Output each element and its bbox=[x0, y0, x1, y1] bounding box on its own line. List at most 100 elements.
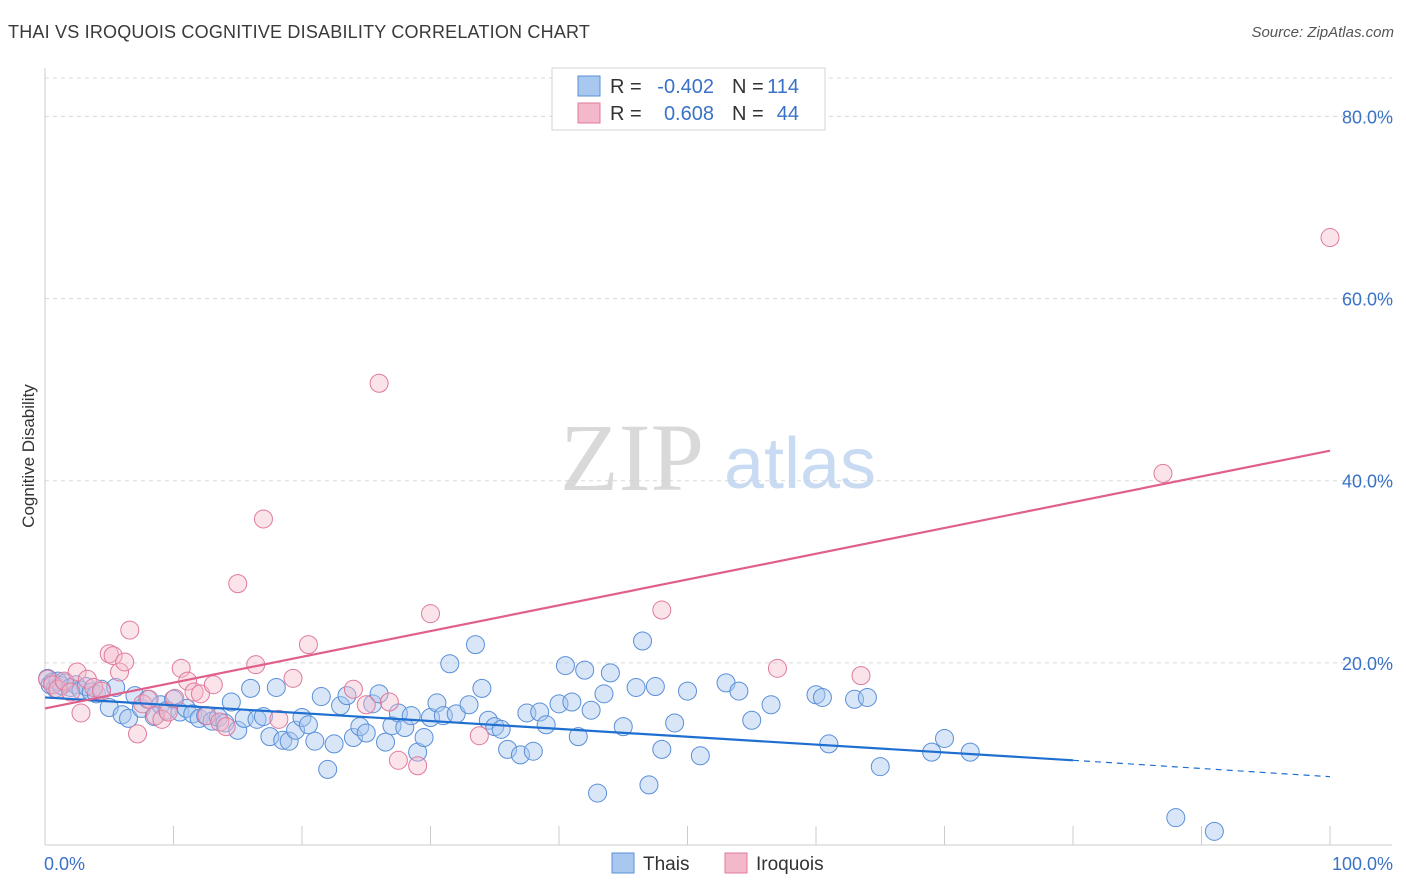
iroquois-point-22 bbox=[171, 658, 191, 678]
iroquois-point-44 bbox=[652, 600, 672, 620]
iroquois-point-48 bbox=[1320, 228, 1340, 248]
legend-r-label-thais: R = bbox=[610, 76, 642, 98]
thais-point-24 bbox=[164, 689, 183, 709]
thais-point-100 bbox=[729, 681, 749, 701]
iroquois-point-12 bbox=[110, 662, 130, 682]
iroquois-point-43 bbox=[469, 726, 489, 746]
iroquois-point-17 bbox=[139, 689, 159, 709]
thais-point-33 bbox=[221, 692, 241, 712]
legend-n-value-thais: 114 bbox=[767, 76, 799, 98]
iroquois-point-4 bbox=[61, 682, 81, 702]
bottom-legend-label-iroquois: Iroquois bbox=[756, 854, 824, 875]
watermark-zip: ZIP bbox=[560, 404, 704, 511]
thais-point-48 bbox=[318, 759, 338, 779]
correlation-legend: R = -0.402 N = 114 R = 0.608 N = 44 bbox=[551, 67, 826, 131]
iroquois-point-29 bbox=[216, 717, 236, 737]
iroquois-point-33 bbox=[269, 709, 289, 729]
thais-point-52 bbox=[343, 728, 363, 748]
thais-point-102 bbox=[761, 695, 781, 715]
thais-point-93 bbox=[639, 775, 659, 795]
iroquois-point-41 bbox=[408, 756, 428, 776]
legend-swatch-thais bbox=[577, 75, 601, 97]
bottom-legend-label-thais: Thais bbox=[643, 854, 689, 875]
iroquois-point-18 bbox=[146, 706, 166, 726]
thais-point-43 bbox=[286, 720, 306, 740]
iroquois-point-27 bbox=[203, 675, 223, 695]
thais-point-91 bbox=[626, 677, 646, 697]
iroquois-point-35 bbox=[298, 635, 318, 655]
legend-r-label-iroquois: R = bbox=[610, 103, 642, 125]
thais-point-46 bbox=[305, 731, 325, 751]
thais-point-82 bbox=[555, 656, 575, 676]
thais-point-54 bbox=[356, 723, 376, 743]
thais-point-71 bbox=[472, 678, 492, 698]
iroquois-point-46 bbox=[851, 666, 871, 686]
iroquois-point-13 bbox=[115, 652, 135, 672]
thais-point-40 bbox=[266, 677, 286, 697]
iroquois-point-47 bbox=[1153, 463, 1173, 483]
iroquois-point-45 bbox=[767, 658, 787, 678]
thais-point-34 bbox=[228, 720, 248, 740]
iroquois-point-19 bbox=[152, 709, 172, 729]
thais-point-88 bbox=[594, 684, 614, 704]
thais-point-80 bbox=[536, 715, 556, 735]
axes bbox=[44, 68, 1392, 846]
thais-point-67 bbox=[440, 654, 460, 674]
legend-n-label-iroquois: N = bbox=[732, 103, 764, 125]
y-tick-label-40: 40.0% bbox=[1342, 472, 1393, 492]
iroquois-trend-line bbox=[44, 449, 1331, 710]
legend-n-label-thais: N = bbox=[732, 76, 764, 98]
thais-point-61 bbox=[401, 706, 421, 726]
thais-point-39 bbox=[260, 727, 280, 747]
y-tick-label-60: 60.0% bbox=[1342, 290, 1393, 310]
thais-point-76 bbox=[510, 745, 530, 765]
thais-point-83 bbox=[562, 692, 582, 712]
thais-point-97 bbox=[678, 681, 697, 701]
thais-point-107 bbox=[857, 687, 877, 707]
thais-point-16 bbox=[112, 705, 132, 725]
iroquois-point-40 bbox=[388, 750, 408, 770]
chart-title: THAI VS IROQUOIS COGNITIVE DISABILITY CO… bbox=[8, 22, 591, 42]
iroquois-point-37 bbox=[356, 695, 376, 715]
iroquois-point-11 bbox=[103, 646, 123, 666]
tick-labels: 20.0% 40.0% 60.0% 80.0% 0.0% 100.0% bbox=[44, 107, 1393, 874]
thais-point-45 bbox=[298, 715, 318, 735]
thais-point-85 bbox=[575, 660, 595, 680]
thais-point-49 bbox=[324, 734, 344, 754]
watermark-atlas: atlas bbox=[724, 424, 876, 504]
thais-point-56 bbox=[369, 684, 389, 704]
iroquois-point-38 bbox=[369, 373, 389, 393]
thais-point-89 bbox=[600, 663, 620, 683]
y-tick-label-20: 20.0% bbox=[1342, 654, 1393, 674]
thais-point-111 bbox=[960, 742, 980, 762]
thais-point-65 bbox=[427, 693, 447, 713]
thais-point-69 bbox=[459, 695, 479, 715]
x-tick-label-100: 100.0% bbox=[1332, 854, 1393, 874]
thais-point-98 bbox=[690, 746, 710, 766]
legend-r-value-iroquois: 0.608 bbox=[664, 103, 714, 125]
thais-point-96 bbox=[665, 713, 685, 733]
thais-point-78 bbox=[523, 741, 543, 761]
iroquois-point-39 bbox=[379, 692, 399, 712]
series-legend: Thais Iroquois bbox=[611, 852, 824, 875]
thais-trend-line bbox=[44, 696, 1074, 762]
iroquois-point-21 bbox=[165, 688, 185, 708]
thais-point-55 bbox=[363, 694, 383, 714]
x-tick-label-0: 0.0% bbox=[44, 854, 85, 874]
iroquois-point-32 bbox=[253, 509, 273, 529]
iroquois-point-34 bbox=[283, 668, 303, 688]
y-tick-label-80: 80.0% bbox=[1342, 107, 1393, 127]
thais-point-92 bbox=[633, 631, 653, 651]
watermark: ZIP atlas bbox=[560, 404, 876, 511]
iroquois-point-0 bbox=[38, 669, 58, 689]
iroquois-point-42 bbox=[421, 604, 440, 624]
thais-point-74 bbox=[491, 719, 511, 739]
iroquois-point-14 bbox=[120, 620, 140, 640]
thais-point-70 bbox=[465, 635, 485, 655]
thais-point-41 bbox=[273, 730, 293, 750]
bottom-legend-swatch-thais bbox=[611, 852, 635, 874]
thais-point-15 bbox=[106, 677, 126, 697]
thais-point-84 bbox=[568, 727, 588, 747]
y-axis-label: Cognitive Disability bbox=[19, 384, 38, 528]
